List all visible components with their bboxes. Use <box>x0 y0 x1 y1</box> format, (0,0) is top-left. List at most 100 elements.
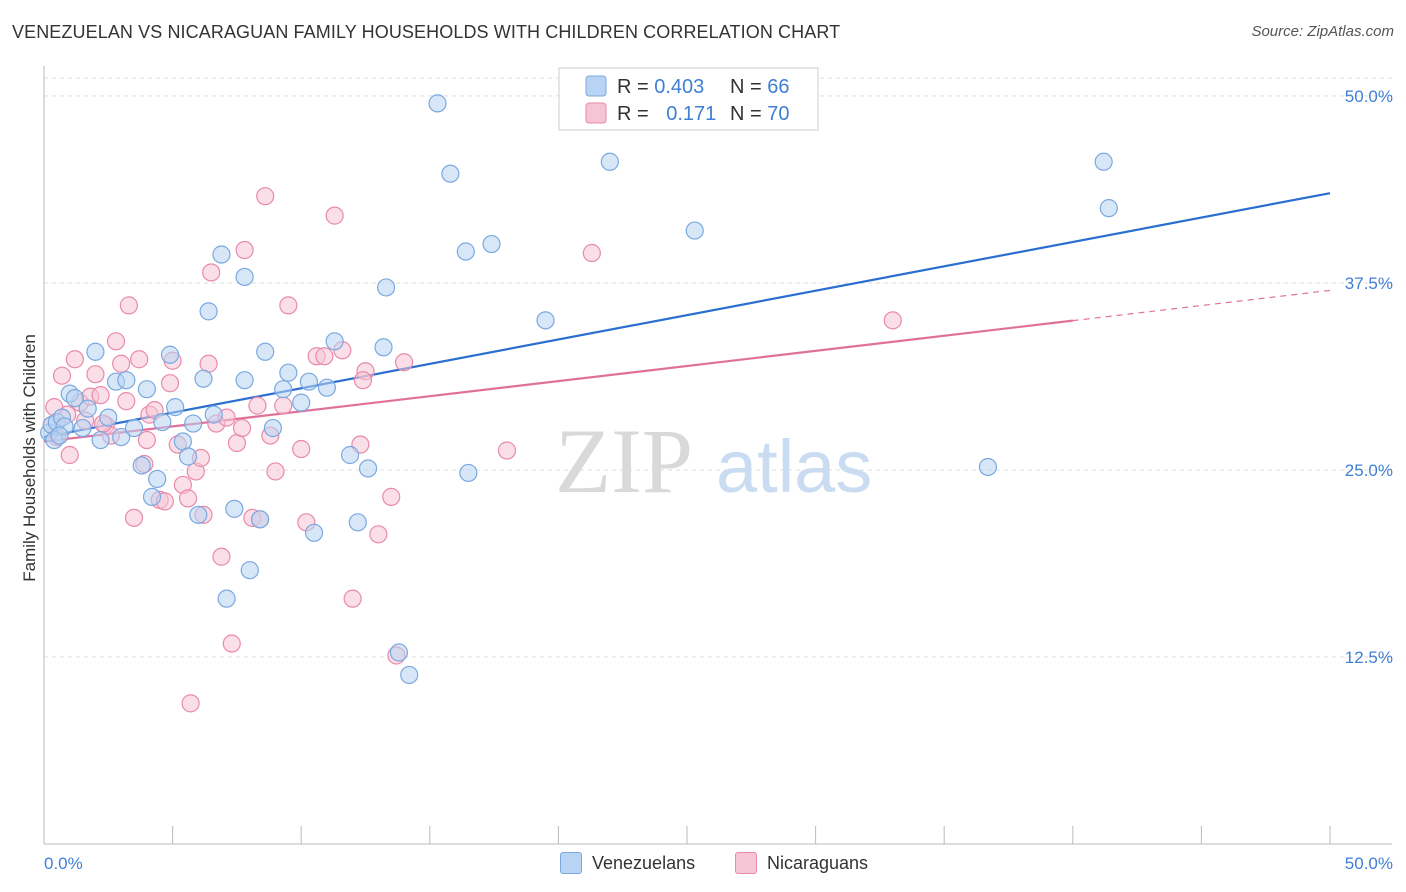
venezuelans-point <box>112 427 131 447</box>
legend-r-label: R = <box>617 76 654 98</box>
venezuelans-point <box>250 510 270 529</box>
nicaraguans-point <box>86 365 105 384</box>
venezuelans-point <box>148 469 167 489</box>
venezuelans-point <box>137 380 156 399</box>
nicaraguans-point <box>292 439 311 459</box>
nicaraguans-point <box>394 353 414 372</box>
venezuelans-point <box>428 94 447 113</box>
venezuelans-point <box>1099 199 1118 218</box>
nicaraguans-point <box>315 347 334 366</box>
venezuelans-point <box>78 399 97 418</box>
nicaraguans-point <box>106 332 126 351</box>
venezuelans-point <box>1094 152 1113 171</box>
y-tick-label: 25.0% <box>1345 461 1393 480</box>
axes <box>43 66 1392 845</box>
nicaraguans-point <box>582 243 601 263</box>
legend-r-value-nicaraguans: 0.171 <box>666 103 716 125</box>
venezuelans-points <box>40 94 1118 685</box>
svg-text:N = 66: N = 66 <box>730 76 790 98</box>
venezuelans-point <box>194 369 213 388</box>
venezuelans-point <box>50 426 69 445</box>
nicaraguans-point <box>212 547 231 566</box>
venezuelans-point <box>456 242 475 261</box>
venezuelans-point <box>124 418 144 438</box>
nicaraguans-point <box>325 206 344 225</box>
venezuelans-point <box>153 412 172 432</box>
venezuelans-point <box>235 371 254 390</box>
venezuelans-point <box>132 456 151 475</box>
venezuelans-point <box>325 332 344 351</box>
nicaraguans-point <box>279 296 298 315</box>
y-tick-label: 37.5% <box>1345 274 1393 293</box>
nicaraguans-label: Nicaraguans <box>767 852 869 873</box>
venezuelans-point <box>199 302 218 321</box>
nicaraguans-point <box>137 430 156 450</box>
legend-n-label: N = <box>730 103 767 125</box>
venezuelans-point <box>292 393 311 412</box>
nicaraguans-point <box>235 240 254 260</box>
venezuelans-point <box>600 152 619 171</box>
venezuelans-point <box>274 380 293 399</box>
nicaraguans-point <box>353 371 373 390</box>
legend-n-value-nicaraguans: 70 <box>767 103 789 125</box>
venezuelans-point <box>256 342 275 361</box>
venezuelans-point <box>86 342 105 361</box>
venezuelans-point <box>65 389 84 408</box>
venezuelans-point <box>204 405 223 424</box>
nicaraguans-point <box>52 366 72 385</box>
nicaraguans-point <box>124 508 144 527</box>
venezuelans-point <box>279 363 298 382</box>
watermark: ZIP atlas <box>555 410 872 512</box>
venezuelans-point <box>212 245 231 264</box>
nicaraguans-point <box>382 487 401 506</box>
nicaraguans-point <box>222 634 241 653</box>
nicaraguans-trend-extension <box>1072 289 1331 322</box>
nicaraguans-point <box>117 392 136 411</box>
nicaraguans-point <box>256 187 275 206</box>
nicaraguans-point <box>178 489 198 508</box>
source-label: Source: ZipAtlas.com <box>1251 23 1394 40</box>
venezuelans-point <box>299 372 319 391</box>
venezuelans-point <box>358 459 378 478</box>
legend-n-label: N = <box>730 76 767 98</box>
venezuelans-point <box>304 523 324 542</box>
nicaraguans-point <box>181 694 200 713</box>
nicaraguans-point <box>65 350 84 369</box>
nicaraguans-point <box>130 350 149 369</box>
venezuelans-point <box>166 398 185 417</box>
bottom-legend: Venezuelans Nicaraguans <box>0 850 1406 880</box>
nicaraguans-point <box>232 418 252 438</box>
venezuelans-point <box>189 505 208 524</box>
venezuelans-point <box>317 378 337 397</box>
y-tick-labels: 12.5% 25.0% 37.5% 50.0% <box>1345 87 1393 667</box>
x-tick-labels: 0.0% 50.0% <box>44 854 1393 873</box>
venezuelans-point <box>389 643 409 662</box>
watermark-zip: ZIP <box>555 410 693 512</box>
venezuelans-point <box>178 447 198 466</box>
venezuelans-point <box>374 338 393 357</box>
venezuelans-point <box>459 463 478 483</box>
nicaraguans-point <box>91 386 110 405</box>
legend-row2: R = 0.171 <box>617 103 716 125</box>
x-tick-max: 50.0% <box>1345 854 1393 873</box>
legend-item-venezuelans: Venezuelans <box>560 852 695 874</box>
nicaraguans-point <box>369 525 388 544</box>
y-tick-label: 50.0% <box>1345 87 1393 106</box>
venezuelans-trend-line <box>43 192 1331 439</box>
legend-item-nicaraguans: Nicaraguans <box>735 852 868 874</box>
venezuelans-point <box>340 445 360 465</box>
venezuelans-point <box>160 345 180 364</box>
nicaraguans-point <box>112 354 131 373</box>
nicaraguans-swatch <box>735 852 757 874</box>
correlation-legend: R = 0.403 N = 66 R = 0.171 N = 70 <box>558 67 819 131</box>
venezuelans-swatch <box>560 852 582 874</box>
nicaraguans-point <box>343 589 362 608</box>
venezuelans-point <box>99 408 118 427</box>
venezuelans-point <box>482 234 501 254</box>
nicaraguans-point <box>497 441 517 460</box>
legend-r-label: R = <box>617 103 654 125</box>
venezuelans-point <box>73 418 92 438</box>
venezuelans-point <box>978 457 998 477</box>
venezuelans-point <box>117 371 136 390</box>
